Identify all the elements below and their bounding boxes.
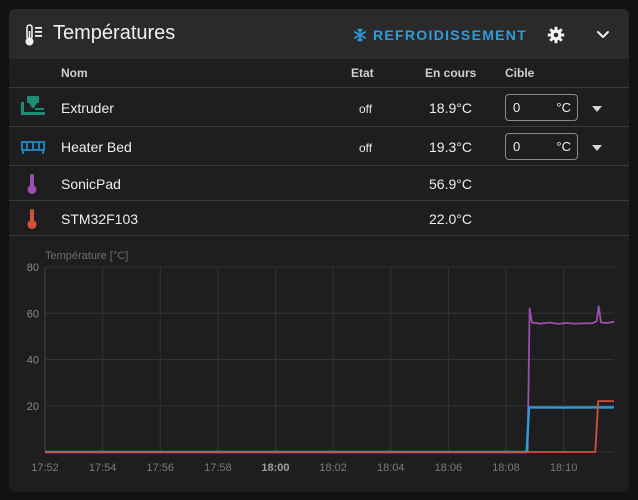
x-tick-label: 17:56 — [146, 462, 174, 474]
cooldown-label: REFROIDISSEMENT — [373, 27, 528, 43]
x-tick-label: 17:54 — [89, 462, 117, 474]
target-temp-value: 0 — [513, 100, 521, 115]
y-tick-label: 40 — [27, 355, 39, 367]
x-tick-label: 18:06 — [435, 462, 463, 474]
column-header-target: Cible — [505, 66, 535, 80]
thermometer-lines-icon — [25, 24, 42, 46]
sensor-name: SonicPad — [61, 176, 121, 192]
table-row: Extruder off 18.9°C 0 °C — [9, 87, 629, 127]
x-tick-label: 17:58 — [204, 462, 232, 474]
heater-state: off — [359, 141, 373, 155]
target-temp-unit: °C — [556, 100, 571, 115]
column-header-state: Etat — [351, 66, 374, 80]
table-row: SonicPad 56.9°C — [9, 165, 629, 201]
sensor-current-temp: 56.9°C — [429, 176, 472, 192]
series-line-0 — [526, 305, 615, 453]
x-tick-label: 17:52 — [31, 462, 59, 474]
heater-name: Heater Bed — [61, 139, 132, 155]
temperatures-card: Températures REFROIDISSEMENT — [9, 9, 629, 492]
target-temp-value: 0 — [513, 139, 521, 154]
target-temp-input[interactable]: 0 °C — [505, 133, 578, 160]
y-tick-label: 60 — [27, 308, 39, 320]
heater-current-temp: 19.3°C — [429, 139, 472, 155]
heater-name: Extruder — [61, 100, 114, 116]
series-line-1 — [45, 406, 614, 454]
target-temp-unit: °C — [556, 139, 571, 154]
sensor-current-temp: 22.0°C — [429, 211, 472, 227]
column-header-name: Nom — [61, 66, 88, 80]
table-row: Heater Bed off 19.3°C 0 °C — [9, 126, 629, 166]
x-tick-label: 18:04 — [377, 462, 405, 474]
thermometer-icon — [27, 174, 37, 194]
chart-y-axis-title: Température [°C] — [45, 250, 129, 262]
heater-current-temp: 18.9°C — [429, 100, 472, 116]
temperature-chart[interactable]: 20 40 60 80 17:52 17:54 17:56 17:58 18:00 18:02 18… — [9, 259, 629, 492]
heater-state: off — [359, 102, 373, 116]
extruder-icon — [21, 96, 45, 115]
sensor-name: STM32F103 — [61, 211, 139, 227]
series-line-2 — [45, 400, 614, 453]
y-tick-label: 20 — [27, 401, 39, 413]
heater-bed-icon — [21, 141, 45, 154]
target-temp-input[interactable]: 0 °C — [505, 94, 578, 121]
card-header: Températures REFROIDISSEMENT — [9, 9, 629, 59]
card-title: Températures — [53, 22, 176, 44]
thermometer-icon — [27, 209, 37, 229]
caret-down-icon[interactable] — [591, 144, 603, 152]
divider — [9, 235, 629, 236]
x-tick-label: 18:08 — [492, 462, 520, 474]
chevron-down-icon[interactable] — [595, 27, 611, 43]
cooldown-button[interactable]: REFROIDISSEMENT — [353, 25, 527, 45]
y-tick-label: 80 — [27, 262, 39, 274]
x-tick-label: 18:00 — [261, 462, 289, 474]
column-header-current: En cours — [425, 66, 477, 80]
gear-icon[interactable] — [547, 26, 565, 44]
x-tick-label: 18:10 — [550, 462, 578, 474]
snowflake-icon — [353, 28, 366, 42]
caret-down-icon[interactable] — [591, 105, 603, 113]
x-tick-label: 18:02 — [319, 462, 347, 474]
table-row: STM32F103 22.0°C — [9, 200, 629, 236]
